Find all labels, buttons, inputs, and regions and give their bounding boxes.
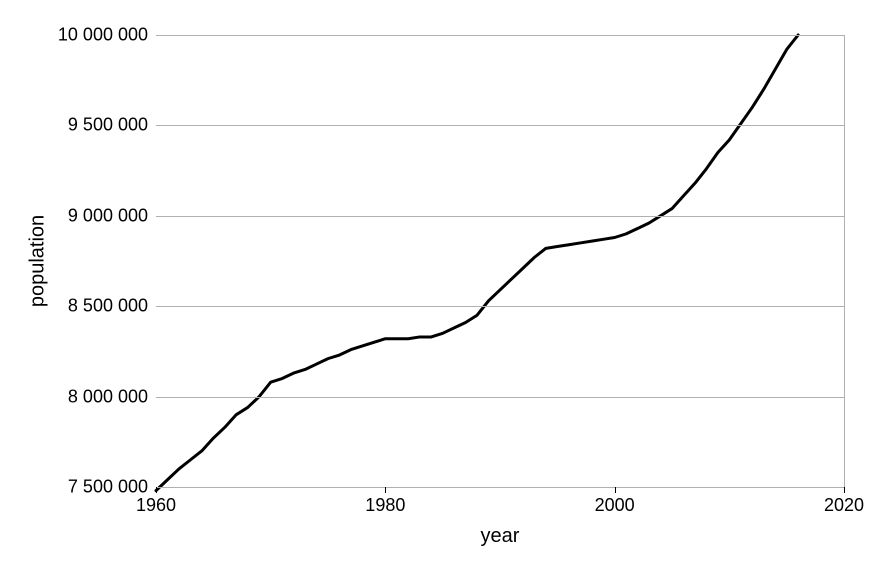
y-tick-label: 8 500 000 (68, 296, 156, 317)
chart-container: 7 500 0008 000 0008 500 0009 000 0009 50… (0, 0, 880, 587)
x-tick-label: 2000 (595, 487, 635, 516)
y-tick-label: 10 000 000 (58, 25, 156, 46)
x-axis-label: year (481, 525, 520, 548)
x-tick-label: 1960 (136, 487, 176, 516)
grid-line-horizontal (156, 35, 844, 36)
grid-line-horizontal (156, 487, 844, 488)
grid-line-horizontal (156, 125, 844, 126)
x-tick-label: 2020 (824, 487, 864, 516)
plot-right-border (844, 35, 845, 487)
grid-line-horizontal (156, 216, 844, 217)
y-tick-label: 8 000 000 (68, 386, 156, 407)
grid-line-horizontal (156, 306, 844, 307)
plot-area: 7 500 0008 000 0008 500 0009 000 0009 50… (156, 35, 844, 487)
y-axis-label: population (27, 215, 50, 307)
y-tick-label: 9 500 000 (68, 115, 156, 136)
x-tick-label: 1980 (365, 487, 405, 516)
y-tick-label: 9 000 000 (68, 205, 156, 226)
chart-line-svg (156, 35, 844, 487)
grid-line-horizontal (156, 397, 844, 398)
data-line (156, 35, 798, 491)
